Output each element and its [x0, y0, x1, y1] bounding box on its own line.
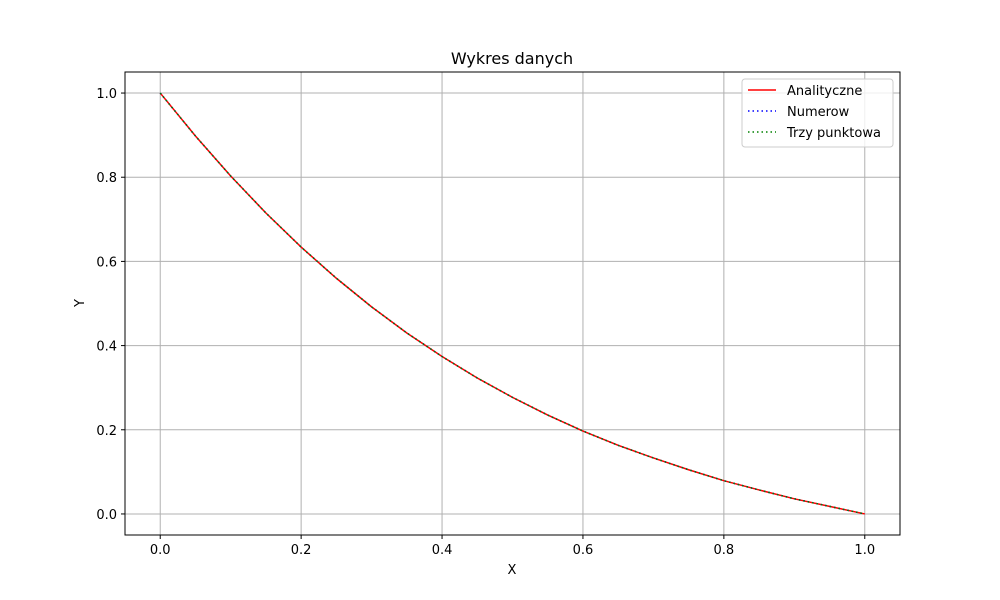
legend: Analityczne Numerow Trzy punktowa — [741, 78, 894, 148]
grid — [125, 72, 900, 535]
x-tick-label: 0.2 — [291, 543, 312, 558]
x-tick-label: 0.0 — [150, 543, 171, 558]
x-tick-label: 0.8 — [714, 543, 735, 558]
y-tick-label: 1.0 — [96, 87, 117, 102]
x-tick-label: 0.6 — [573, 543, 594, 558]
series-lines — [159, 92, 865, 515]
legend-label: Trzy punktowa — [786, 126, 881, 141]
legend-box — [741, 78, 894, 148]
legend-label: Numerow — [787, 105, 850, 120]
y-tick-label: 0.2 — [96, 424, 117, 439]
ticks: 0.0 0.2 0.4 0.6 0.8 1.0 0.0 0.2 0.4 0.6 0.8 1.0 — [96, 87, 875, 558]
x-axis-label: X — [508, 563, 517, 578]
plot-frame — [124, 71, 901, 536]
y-axis-label: Y — [73, 299, 88, 308]
legend-label: Analityczne — [787, 84, 862, 99]
chart-title: Wykres danych — [451, 49, 573, 68]
x-tick-label: 0.4 — [432, 543, 453, 558]
y-tick-label: 0.6 — [96, 255, 117, 270]
y-tick-label: 0.0 — [96, 508, 117, 523]
x-tick-label: 1.0 — [854, 543, 875, 558]
series-line-2 — [159, 92, 865, 515]
y-tick-label: 0.8 — [96, 171, 117, 186]
y-tick-label: 0.4 — [96, 340, 117, 355]
